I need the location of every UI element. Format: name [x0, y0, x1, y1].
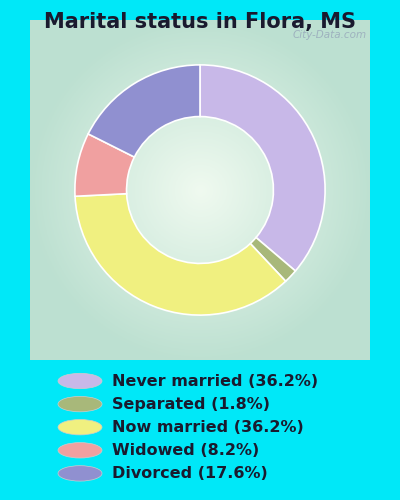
Circle shape — [58, 466, 102, 481]
Wedge shape — [75, 134, 134, 196]
Text: Widowed (8.2%): Widowed (8.2%) — [112, 443, 259, 458]
Text: Separated (1.8%): Separated (1.8%) — [112, 396, 270, 411]
Text: Marital status in Flora, MS: Marital status in Flora, MS — [44, 12, 356, 32]
Circle shape — [58, 396, 102, 412]
Text: Divorced (17.6%): Divorced (17.6%) — [112, 466, 268, 481]
Wedge shape — [88, 65, 200, 157]
Circle shape — [58, 374, 102, 388]
Wedge shape — [200, 65, 325, 271]
Wedge shape — [250, 238, 295, 281]
Text: City-Data.com: City-Data.com — [292, 30, 367, 40]
Wedge shape — [75, 194, 286, 315]
Circle shape — [58, 420, 102, 435]
Circle shape — [58, 442, 102, 458]
Text: Now married (36.2%): Now married (36.2%) — [112, 420, 304, 434]
Text: Never married (36.2%): Never married (36.2%) — [112, 374, 318, 388]
